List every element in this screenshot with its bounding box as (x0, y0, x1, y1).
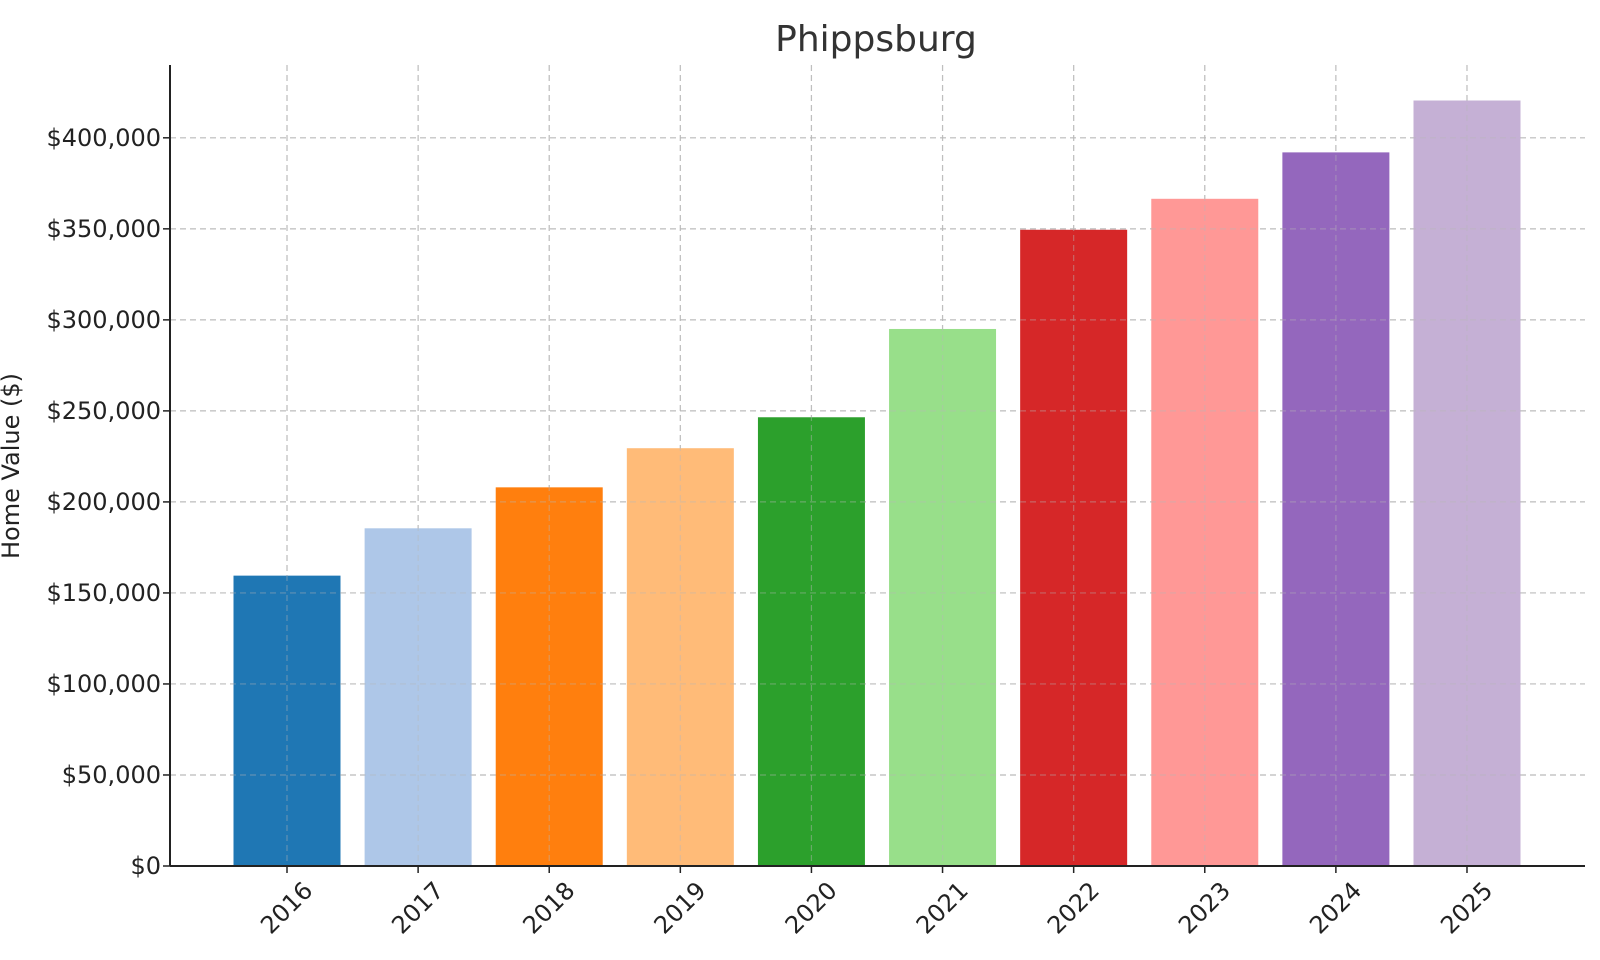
y-tick-label: $150,000 (46, 579, 161, 607)
grid-overlay (170, 65, 1585, 866)
y-tick-label: $200,000 (46, 488, 161, 516)
bar-2016 (233, 575, 341, 866)
axes-layer (169, 65, 1585, 867)
y-tick-label: $400,000 (46, 124, 161, 152)
chart-title: Phippsburg (775, 19, 977, 60)
bar-2022 (1020, 229, 1128, 867)
x-tick-label: 2021 (911, 876, 974, 939)
x-tick-label: 2024 (1304, 876, 1367, 939)
x-tick-label: 2018 (517, 876, 580, 939)
x-tick-label: 2017 (386, 876, 449, 939)
bar-2025 (1413, 100, 1521, 867)
x-tick-label: 2023 (1173, 876, 1236, 939)
x-tick-label: 2022 (1042, 876, 1105, 939)
y-tick-label: $0 (130, 852, 161, 880)
bar-2019 (626, 448, 734, 866)
y-axis-label: Home Value ($) (0, 373, 25, 559)
bar-2024 (1282, 152, 1390, 866)
y-tick-label: $350,000 (46, 215, 161, 243)
x-tick-label: 2025 (1435, 876, 1498, 939)
x-tick-label: 2020 (780, 876, 843, 939)
bar-2020 (757, 417, 865, 866)
bar-2017 (364, 528, 472, 866)
bar-2021 (889, 328, 997, 866)
bars-layer (170, 65, 1585, 867)
bar-2018 (495, 487, 603, 866)
bar-2023 (1151, 198, 1259, 866)
y-tick-label: $100,000 (46, 670, 161, 698)
x-tick-label: 2019 (649, 876, 712, 939)
y-tick-label: $300,000 (46, 306, 161, 334)
y-tick-label: $50,000 (62, 761, 161, 789)
x-tick-label: 2016 (255, 876, 318, 939)
y-tick-label: $250,000 (46, 397, 161, 425)
